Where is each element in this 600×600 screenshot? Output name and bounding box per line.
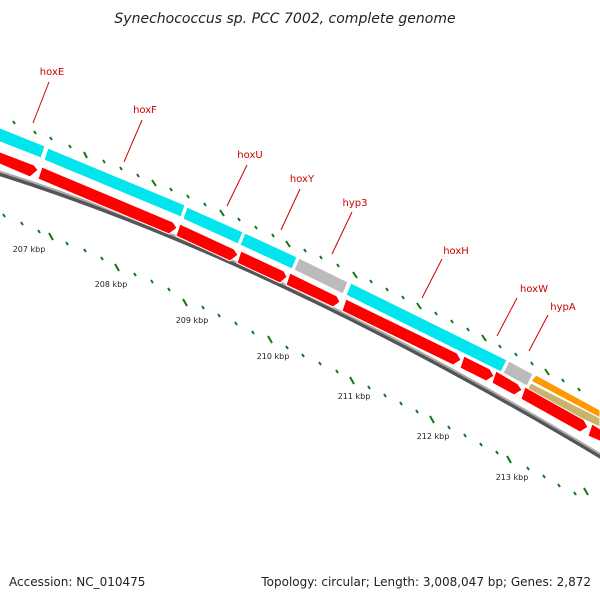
map-title: Synechococcus sp. PCC 7002, complete gen… (114, 11, 455, 27)
cds-7 (459, 355, 495, 382)
cds-5 (285, 272, 341, 308)
outer-ticks (12, 120, 581, 392)
cds-9 (520, 386, 589, 433)
gene-label-hyp3: hyp3 (343, 198, 368, 209)
hoxU-feature (182, 206, 244, 245)
kbp-label: 211 kbp (338, 392, 371, 401)
gene-label-hoxW: hoxW (520, 284, 548, 295)
kbp-label: 213 kbp (496, 473, 529, 482)
reverse-strand-features (0, 151, 600, 442)
forward-strand-features (0, 127, 600, 428)
inner-ticks (2, 213, 589, 496)
gene-label-leaders (32, 81, 549, 352)
genome-summary-text: Topology: circular; Length: 3,008,047 bp… (260, 575, 591, 589)
hypA-feature (530, 374, 600, 419)
kbp-label: 212 kbp (417, 432, 450, 441)
kbp-label: 209 kbp (176, 316, 209, 325)
hoxY-feature (239, 232, 298, 270)
gene-label-hoxE: hoxE (40, 67, 64, 78)
kbp-label: 208 kbp (95, 280, 128, 289)
cds-3 (175, 223, 239, 262)
genome-backbone (0, 170, 600, 459)
kbp-labels: 207 kbp 208 kbp 209 kbp 210 kbp 211 kbp … (13, 245, 529, 482)
cds-10 (587, 423, 600, 442)
gene-label-hypA: hypA (550, 302, 576, 313)
cds-4 (236, 250, 288, 284)
hoxF-feature (43, 147, 186, 218)
cds-2 (37, 166, 178, 235)
gene-labels: hoxE hoxF hoxU hoxY hyp3 hoxH hoxW hypA (40, 67, 576, 313)
gene-label-hoxH: hoxH (443, 246, 469, 257)
gene-label-hoxY: hoxY (290, 174, 315, 185)
hoxH-feature (345, 282, 508, 373)
cds-1 (0, 151, 39, 178)
accession-text: Accession: NC_010475 (9, 575, 145, 589)
hoxW-feature (502, 360, 534, 387)
gene-label-hoxU: hoxU (237, 150, 262, 161)
hoxE-feature (0, 127, 46, 159)
kbp-label: 207 kbp (13, 245, 46, 254)
hyp3-feature (293, 257, 349, 295)
cds-6 (341, 298, 462, 366)
kbp-label: 210 kbp (257, 352, 290, 361)
cds-8 (491, 370, 523, 396)
gene-label-hoxF: hoxF (133, 105, 157, 116)
